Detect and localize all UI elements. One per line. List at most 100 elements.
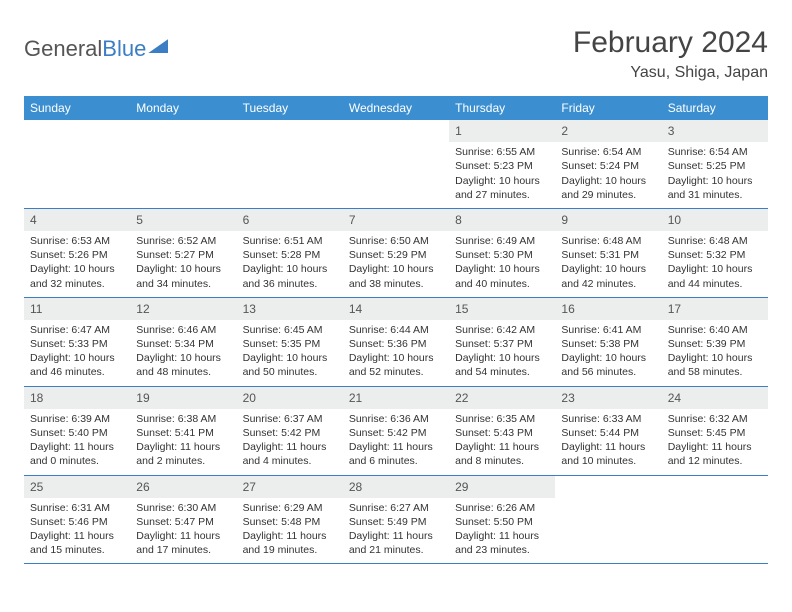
daylight-text: Daylight: 10 hours [668,351,762,365]
day-number: 11 [24,298,130,320]
sunset-text: Sunset: 5:50 PM [455,515,549,529]
daylight-text: and 2 minutes. [136,454,230,468]
sunrise-text: Sunrise: 6:52 AM [136,234,230,248]
daylight-text: Daylight: 10 hours [30,262,124,276]
sunset-text: Sunset: 5:32 PM [668,248,762,262]
sunrise-text: Sunrise: 6:39 AM [30,412,124,426]
day-cell: 28Sunrise: 6:27 AMSunset: 5:49 PMDayligh… [343,476,449,564]
day-number: 3 [662,120,768,142]
day-cell: 3Sunrise: 6:54 AMSunset: 5:25 PMDaylight… [662,120,768,208]
day-cell [130,120,236,208]
daylight-text: and 15 minutes. [30,543,124,557]
sunrise-text: Sunrise: 6:35 AM [455,412,549,426]
sunset-text: Sunset: 5:38 PM [561,337,655,351]
sunrise-text: Sunrise: 6:48 AM [668,234,762,248]
sunset-text: Sunset: 5:29 PM [349,248,443,262]
logo-text-part2: Blue [102,36,146,62]
header: GeneralBlue February 2024 Yasu, Shiga, J… [24,18,768,82]
sunset-text: Sunset: 5:46 PM [30,515,124,529]
day-number: 4 [24,209,130,231]
sunset-text: Sunset: 5:33 PM [30,337,124,351]
day-cell: 18Sunrise: 6:39 AMSunset: 5:40 PMDayligh… [24,387,130,475]
daylight-text: Daylight: 10 hours [455,262,549,276]
day-cell [555,476,661,564]
daylight-text: and 58 minutes. [668,365,762,379]
sunset-text: Sunset: 5:35 PM [243,337,337,351]
daylight-text: Daylight: 10 hours [349,262,443,276]
sunrise-text: Sunrise: 6:47 AM [30,323,124,337]
weekday-header: Thursday [449,96,555,120]
location-text: Yasu, Shiga, Japan [573,64,768,82]
daylight-text: and 56 minutes. [561,365,655,379]
daylight-text: and 31 minutes. [668,188,762,202]
sunrise-text: Sunrise: 6:26 AM [455,501,549,515]
day-body: Sunrise: 6:37 AMSunset: 5:42 PMDaylight:… [237,409,343,475]
sunset-text: Sunset: 5:47 PM [136,515,230,529]
day-cell: 16Sunrise: 6:41 AMSunset: 5:38 PMDayligh… [555,298,661,386]
daylight-text: Daylight: 11 hours [349,529,443,543]
day-cell: 10Sunrise: 6:48 AMSunset: 5:32 PMDayligh… [662,209,768,297]
daylight-text: and 50 minutes. [243,365,337,379]
sunset-text: Sunset: 5:48 PM [243,515,337,529]
day-number: 20 [237,387,343,409]
daylight-text: and 10 minutes. [561,454,655,468]
weeks-container: 1Sunrise: 6:55 AMSunset: 5:23 PMDaylight… [24,120,768,564]
day-number: 14 [343,298,449,320]
sunrise-text: Sunrise: 6:54 AM [668,145,762,159]
day-number: 22 [449,387,555,409]
sunrise-text: Sunrise: 6:32 AM [668,412,762,426]
day-body: Sunrise: 6:48 AMSunset: 5:31 PMDaylight:… [555,231,661,297]
day-body: Sunrise: 6:26 AMSunset: 5:50 PMDaylight:… [449,498,555,564]
sunset-text: Sunset: 5:42 PM [243,426,337,440]
week-row: 4Sunrise: 6:53 AMSunset: 5:26 PMDaylight… [24,209,768,298]
day-number: 29 [449,476,555,498]
sunset-text: Sunset: 5:24 PM [561,159,655,173]
day-cell [662,476,768,564]
sunset-text: Sunset: 5:41 PM [136,426,230,440]
daylight-text: Daylight: 11 hours [455,529,549,543]
day-number: 6 [237,209,343,231]
daylight-text: Daylight: 10 hours [668,262,762,276]
daylight-text: Daylight: 11 hours [30,529,124,543]
day-number: 1 [449,120,555,142]
daylight-text: and 54 minutes. [455,365,549,379]
day-cell: 8Sunrise: 6:49 AMSunset: 5:30 PMDaylight… [449,209,555,297]
daylight-text: and 6 minutes. [349,454,443,468]
daylight-text: and 46 minutes. [30,365,124,379]
sunset-text: Sunset: 5:27 PM [136,248,230,262]
daylight-text: and 38 minutes. [349,277,443,291]
day-body: Sunrise: 6:54 AMSunset: 5:24 PMDaylight:… [555,142,661,208]
daylight-text: Daylight: 10 hours [243,262,337,276]
sunset-text: Sunset: 5:30 PM [455,248,549,262]
day-body: Sunrise: 6:45 AMSunset: 5:35 PMDaylight:… [237,320,343,386]
title-block: February 2024 Yasu, Shiga, Japan [573,26,768,82]
sunset-text: Sunset: 5:43 PM [455,426,549,440]
daylight-text: and 8 minutes. [455,454,549,468]
daylight-text: and 48 minutes. [136,365,230,379]
day-cell: 11Sunrise: 6:47 AMSunset: 5:33 PMDayligh… [24,298,130,386]
day-cell [237,120,343,208]
daylight-text: and 0 minutes. [30,454,124,468]
daylight-text: and 34 minutes. [136,277,230,291]
day-cell: 20Sunrise: 6:37 AMSunset: 5:42 PMDayligh… [237,387,343,475]
day-number: 27 [237,476,343,498]
day-body: Sunrise: 6:39 AMSunset: 5:40 PMDaylight:… [24,409,130,475]
sunset-text: Sunset: 5:34 PM [136,337,230,351]
daylight-text: and 19 minutes. [243,543,337,557]
sunrise-text: Sunrise: 6:53 AM [30,234,124,248]
daylight-text: and 17 minutes. [136,543,230,557]
daylight-text: Daylight: 11 hours [668,440,762,454]
sunset-text: Sunset: 5:49 PM [349,515,443,529]
daylight-text: and 42 minutes. [561,277,655,291]
day-body: Sunrise: 6:47 AMSunset: 5:33 PMDaylight:… [24,320,130,386]
day-number: 2 [555,120,661,142]
day-body: Sunrise: 6:35 AMSunset: 5:43 PMDaylight:… [449,409,555,475]
day-number: 24 [662,387,768,409]
day-cell: 9Sunrise: 6:48 AMSunset: 5:31 PMDaylight… [555,209,661,297]
daylight-text: Daylight: 10 hours [455,174,549,188]
daylight-text: Daylight: 11 hours [349,440,443,454]
weekday-header-row: SundayMondayTuesdayWednesdayThursdayFrid… [24,96,768,120]
day-number: 5 [130,209,236,231]
day-number: 19 [130,387,236,409]
logo-triangle-icon [148,39,168,53]
